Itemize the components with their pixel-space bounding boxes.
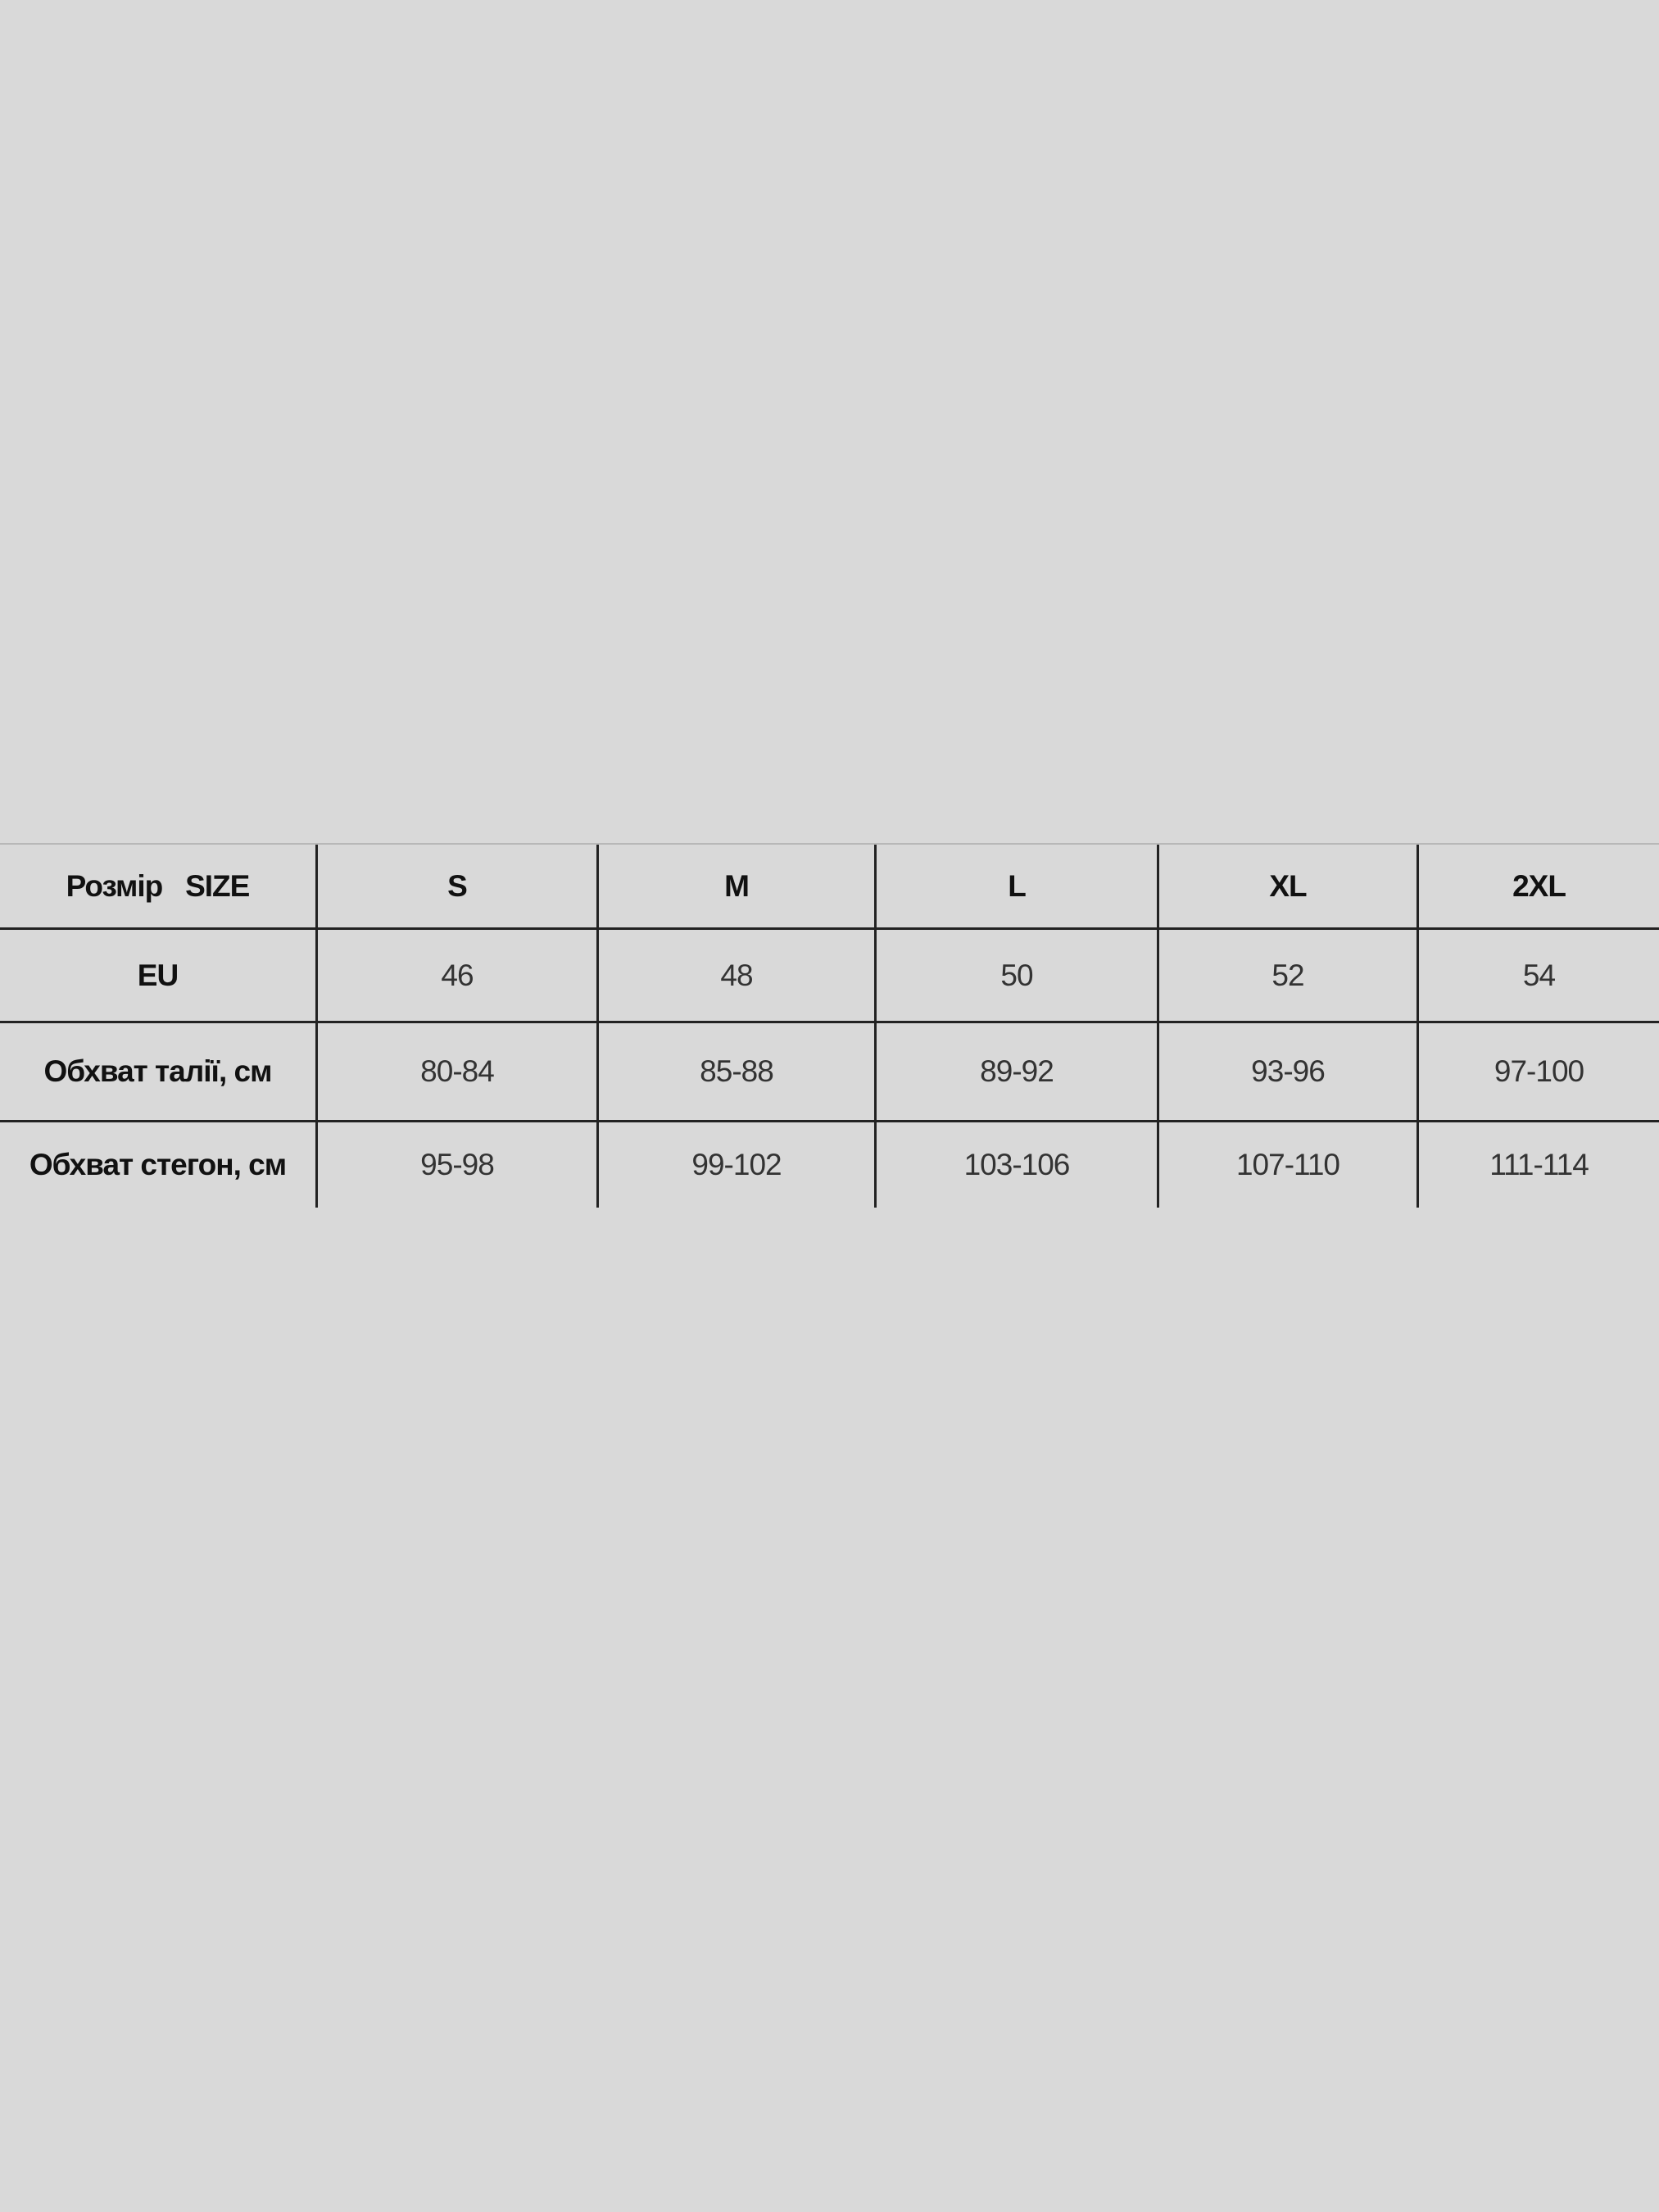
- table-cell: 111-114: [1489, 1148, 1589, 1181]
- table-cell: 89-92: [877, 1023, 1159, 1120]
- table-row: Обхват стегон, см 95-98 99-102 103-106 1…: [0, 1122, 1659, 1208]
- row-label: Обхват талії, см: [0, 1023, 318, 1120]
- table-cell: 99-102: [599, 1122, 877, 1208]
- table-cell: 97-100: [1494, 1054, 1584, 1088]
- table-cell: 52: [1159, 930, 1419, 1021]
- table-cell: 93-96: [1159, 1023, 1419, 1120]
- header-cell: 2XL: [1512, 868, 1566, 903]
- row-label: EU: [0, 930, 318, 1021]
- table-cell: 80-84: [318, 1023, 599, 1120]
- table-cell: 85-88: [599, 1023, 877, 1120]
- table-header-row: Розмір SIZE S M L XL 2XL: [0, 845, 1659, 930]
- table-cell: 50: [877, 930, 1159, 1021]
- table-row: Обхват талії, см 80-84 85-88 89-92 93-96…: [0, 1023, 1659, 1122]
- row-label: Обхват стегон, см: [0, 1122, 318, 1208]
- table-cell: 46: [318, 930, 599, 1021]
- table-cell: 103-106: [877, 1122, 1159, 1208]
- table-cell: 48: [599, 930, 877, 1021]
- table-row: EU 46 48 50 52 54: [0, 930, 1659, 1023]
- table-cell: 54: [1522, 958, 1556, 992]
- table-cell: 95-98: [318, 1122, 599, 1208]
- size-chart-table: Розмір SIZE S M L XL 2XL EU 46 48 50 52 …: [0, 843, 1659, 1208]
- header-cell: S: [318, 845, 599, 927]
- header-cell: M: [599, 845, 877, 927]
- table-cell: 107-110: [1159, 1122, 1419, 1208]
- header-cell: Розмір SIZE: [0, 845, 318, 927]
- header-cell: XL: [1159, 845, 1419, 927]
- header-cell: L: [877, 845, 1159, 927]
